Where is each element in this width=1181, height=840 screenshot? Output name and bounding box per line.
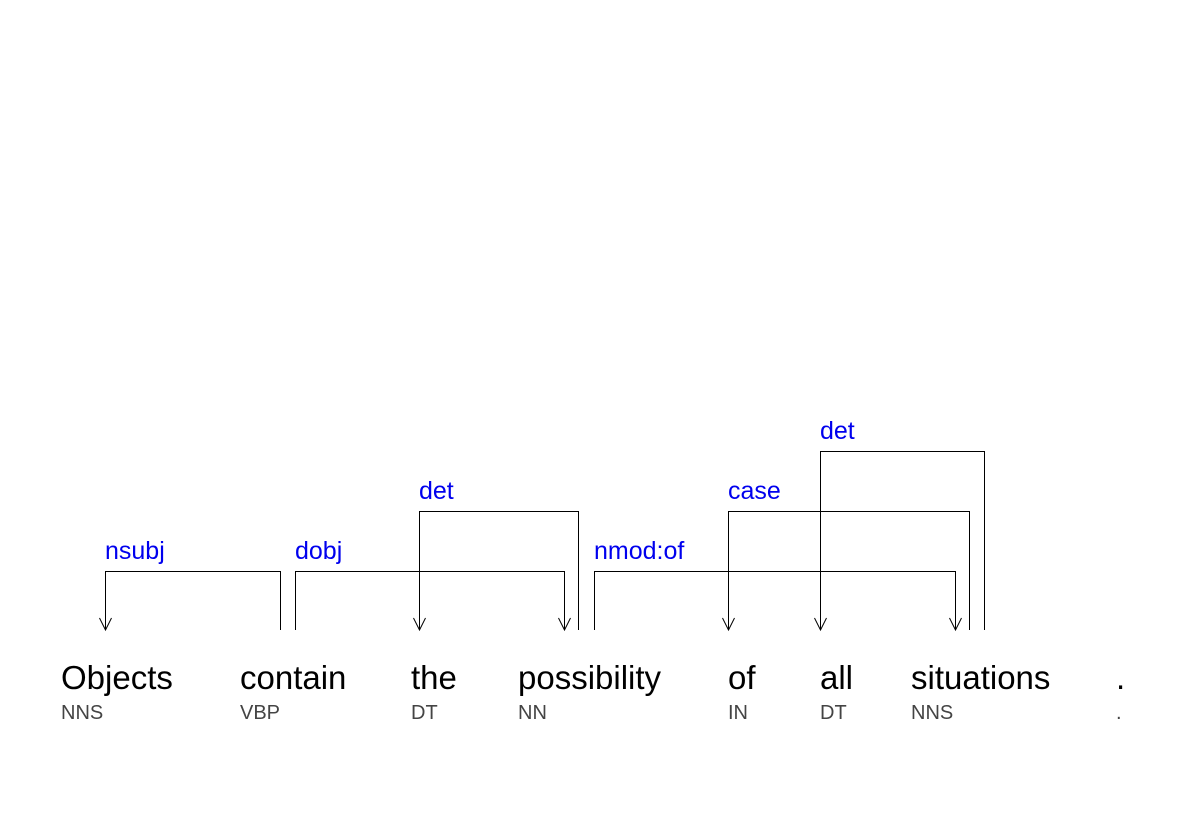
relation-label: nmod:of — [594, 537, 685, 565]
dependency-arc-dobj — [295, 571, 571, 632]
relation-label: case — [728, 477, 781, 505]
arrowhead — [558, 617, 571, 632]
dependency-arc-case — [722, 511, 970, 632]
token-word: contain — [240, 659, 347, 696]
dependency-arc-nmod-of — [594, 571, 962, 632]
token-tag: NNS — [61, 702, 104, 724]
arrowhead — [413, 617, 426, 632]
token-tag: IN — [728, 702, 748, 724]
token-tag: VBP — [240, 702, 281, 724]
arrowhead — [949, 617, 962, 632]
arrowhead — [99, 617, 112, 632]
token-tag: NNS — [911, 702, 954, 724]
dependency-arc-det — [814, 451, 985, 632]
dependency-arc-nsubj — [99, 571, 281, 632]
token-word: all — [820, 659, 854, 696]
token-word: possibility — [518, 659, 662, 696]
token-word: situations — [911, 659, 1051, 696]
relation-label: det — [419, 477, 454, 505]
token-tag: NN — [518, 702, 547, 724]
token-tag: DT — [820, 702, 847, 724]
token-tag: DT — [411, 702, 438, 724]
dependency-arc-det — [413, 511, 579, 632]
token-word: the — [411, 659, 457, 696]
token-word: Objects — [61, 659, 173, 696]
relation-label: det — [820, 417, 855, 445]
arrowhead — [722, 617, 735, 632]
relation-label: nsubj — [105, 537, 165, 565]
token-tag: . — [1116, 702, 1122, 724]
token-word: . — [1116, 659, 1126, 696]
token-word: of — [728, 659, 756, 696]
relation-label: dobj — [295, 537, 343, 565]
arrowhead — [814, 617, 827, 632]
